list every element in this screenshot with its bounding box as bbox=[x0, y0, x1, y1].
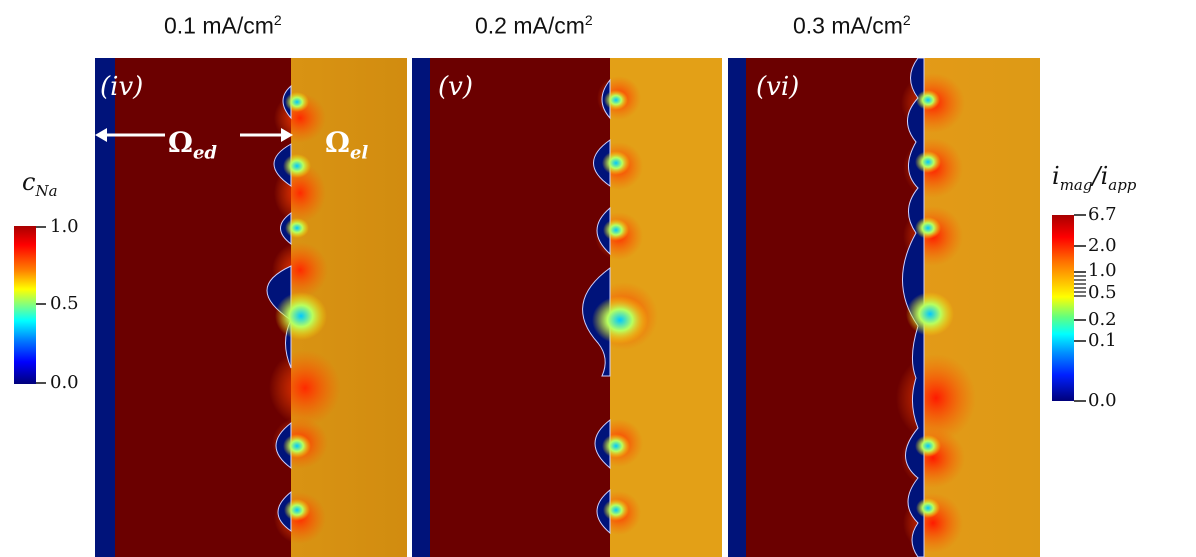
panel-label-iv: (iv) bbox=[100, 72, 144, 102]
title-panel-iv: 0.1 mA/cm2 bbox=[164, 12, 282, 39]
colorbar-imag-tick-2-0: 2.0 bbox=[1088, 235, 1117, 256]
colorbar-imag-tick-0-5: 0.5 bbox=[1088, 282, 1117, 303]
colorbar-imag-tick-1-0: 1.0 bbox=[1088, 260, 1117, 281]
panel-label-v: (v) bbox=[438, 72, 473, 102]
colorbar-imag-ticks bbox=[1074, 214, 1086, 402]
region-label-electrolyte: Ωel bbox=[325, 126, 369, 164]
panel-iv-field bbox=[95, 58, 407, 557]
title-panel-vi: 0.3 mA/cm2 bbox=[793, 12, 911, 39]
colorbar-cna-title: cNa bbox=[22, 168, 58, 200]
title-panel-v: 0.2 mA/cm2 bbox=[475, 12, 593, 39]
colorbar-imag-tick-0-2: 0.2 bbox=[1088, 309, 1117, 330]
colorbar-imag bbox=[1052, 215, 1074, 401]
colorbar-imag-title: imag/iapp bbox=[1052, 162, 1137, 194]
panel-vi-field bbox=[728, 58, 1040, 557]
colorbar-imag-tick-6-7: 6.7 bbox=[1088, 204, 1117, 225]
colorbar-cna-tick-min: 0.0 bbox=[50, 372, 79, 393]
colorbar-cna bbox=[14, 226, 36, 384]
colorbar-cna-tick-mid: 0.5 bbox=[50, 293, 79, 314]
colorbar-cna-ticks bbox=[36, 226, 46, 384]
region-label-electrode: Ωed bbox=[168, 126, 217, 164]
panel-v-field bbox=[412, 58, 722, 557]
colorbar-cna-tick-max: 1.0 bbox=[50, 216, 79, 237]
colorbar-imag-tick-0-0: 0.0 bbox=[1088, 390, 1117, 411]
colorbar-imag-tick-0-1: 0.1 bbox=[1088, 330, 1117, 351]
panel-label-vi: (vi) bbox=[756, 72, 800, 102]
